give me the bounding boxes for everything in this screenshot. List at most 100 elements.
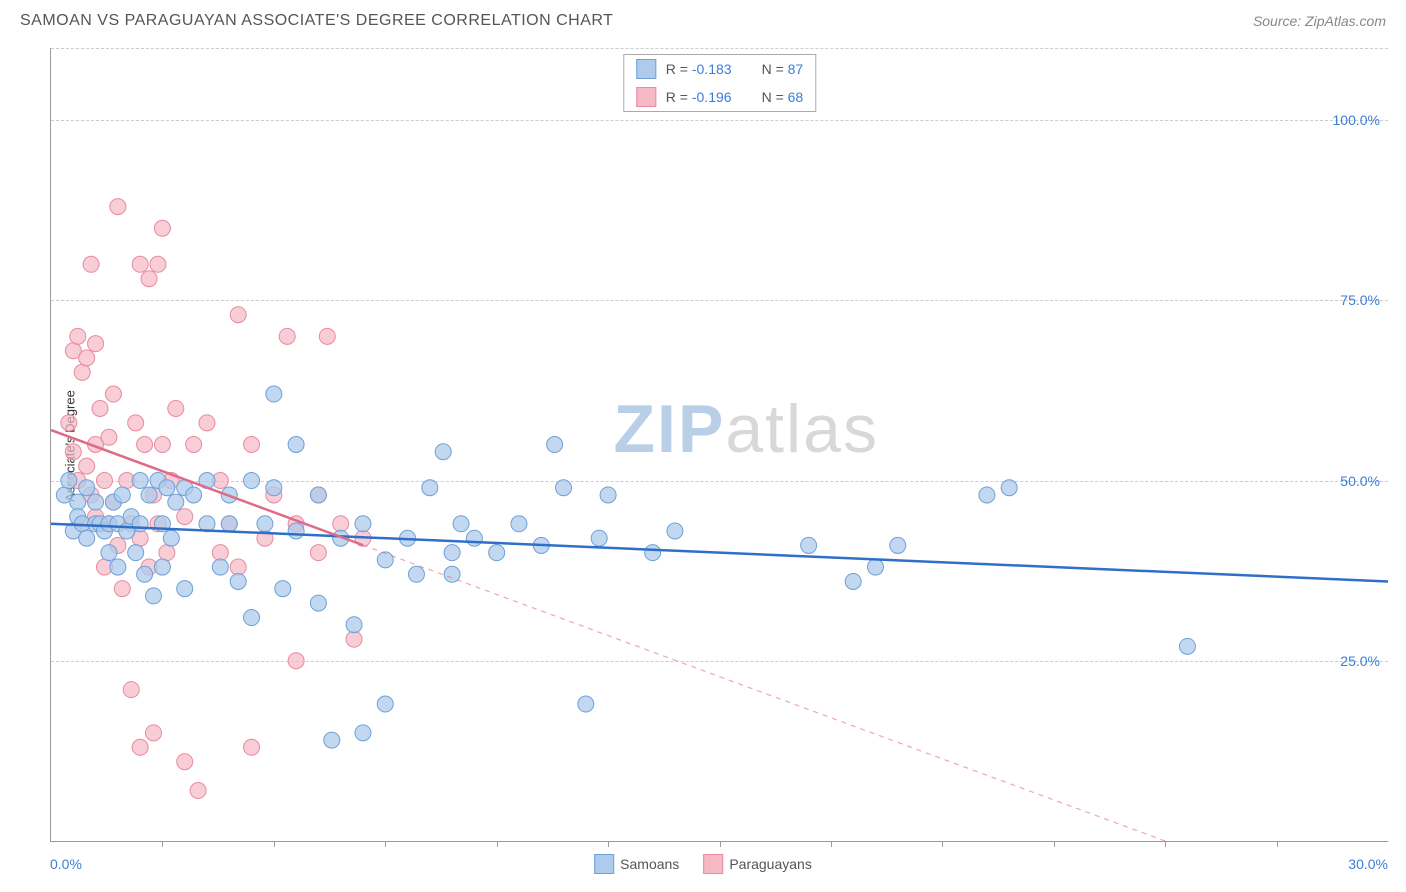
legend-n-value: 87: [788, 61, 804, 77]
scatter-point-samoans: [547, 437, 563, 453]
x-axis-min-label: 0.0%: [50, 856, 82, 872]
correlation-legend-row: R = -0.196N = 68: [624, 83, 815, 111]
scatter-point-samoans: [489, 545, 505, 561]
scatter-point-samoans: [801, 537, 817, 553]
scatter-point-samoans: [578, 696, 594, 712]
scatter-point-samoans: [1179, 638, 1195, 654]
scatter-point-paraguayans: [230, 559, 246, 575]
scatter-point-paraguayans: [346, 631, 362, 647]
scatter-point-samoans: [257, 516, 273, 532]
scatter-point-paraguayans: [74, 364, 90, 380]
scatter-point-samoans: [377, 552, 393, 568]
scatter-point-paraguayans: [79, 458, 95, 474]
scatter-point-samoans: [266, 480, 282, 496]
scatter-point-paraguayans: [110, 199, 126, 215]
scatter-point-samoans: [221, 516, 237, 532]
scatter-point-paraguayans: [65, 444, 81, 460]
legend-n-label: N = 87: [762, 61, 804, 77]
series-legend-label: Samoans: [620, 856, 679, 872]
scatter-point-samoans: [355, 725, 371, 741]
scatter-point-samoans: [275, 581, 291, 597]
scatter-point-samoans: [408, 566, 424, 582]
scatter-point-paraguayans: [88, 336, 104, 352]
scatter-point-paraguayans: [92, 400, 108, 416]
scatter-point-paraguayans: [146, 725, 162, 741]
legend-swatch: [594, 854, 614, 874]
legend-r-value: -0.183: [692, 61, 732, 77]
scatter-point-samoans: [1001, 480, 1017, 496]
scatter-point-samoans: [453, 516, 469, 532]
scatter-point-samoans: [355, 516, 371, 532]
scatter-point-samoans: [979, 487, 995, 503]
scatter-point-samoans: [591, 530, 607, 546]
legend-r-value: -0.196: [692, 89, 732, 105]
scatter-point-paraguayans: [114, 581, 130, 597]
scatter-point-samoans: [128, 545, 144, 561]
scatter-point-paraguayans: [244, 437, 260, 453]
scatter-point-paraguayans: [83, 256, 99, 272]
scatter-point-paraguayans: [137, 437, 153, 453]
scatter-point-paraguayans: [132, 739, 148, 755]
x-tick: [274, 841, 275, 847]
scatter-point-paraguayans: [150, 256, 166, 272]
scatter-point-samoans: [645, 545, 661, 561]
scatter-point-samoans: [177, 581, 193, 597]
scatter-point-samoans: [556, 480, 572, 496]
correlation-legend-row: R = -0.183N = 87: [624, 55, 815, 83]
scatter-point-paraguayans: [288, 653, 304, 669]
scatter-point-samoans: [310, 487, 326, 503]
legend-n-label: N = 68: [762, 89, 804, 105]
scatter-point-samoans: [88, 494, 104, 510]
scatter-point-paraguayans: [279, 328, 295, 344]
scatter-point-paraguayans: [154, 220, 170, 236]
x-tick: [1054, 841, 1055, 847]
legend-swatch: [636, 59, 656, 79]
scatter-point-samoans: [667, 523, 683, 539]
scatter-point-samoans: [324, 732, 340, 748]
scatter-point-samoans: [212, 559, 228, 575]
scatter-point-samoans: [70, 494, 86, 510]
scatter-point-paraguayans: [212, 545, 228, 561]
scatter-point-samoans: [61, 473, 77, 489]
scatter-point-paraguayans: [96, 473, 112, 489]
x-tick: [1165, 841, 1166, 847]
scatter-point-samoans: [230, 573, 246, 589]
scatter-point-samoans: [288, 523, 304, 539]
scatter-point-samoans: [146, 588, 162, 604]
x-axis-max-label: 30.0%: [1348, 856, 1388, 872]
series-legend-label: Paraguayans: [729, 856, 812, 872]
scatter-point-paraguayans: [159, 545, 175, 561]
series-legend-item: Paraguayans: [703, 854, 812, 874]
x-tick: [608, 841, 609, 847]
scatter-point-samoans: [600, 487, 616, 503]
scatter-point-samoans: [444, 545, 460, 561]
scatter-point-samoans: [159, 480, 175, 496]
trendline-samoans: [51, 524, 1388, 582]
scatter-point-samoans: [244, 610, 260, 626]
scatter-point-paraguayans: [333, 516, 349, 532]
scatter-point-paraguayans: [190, 783, 206, 799]
scatter-point-samoans: [845, 573, 861, 589]
scatter-point-paraguayans: [79, 350, 95, 366]
scatter-point-samoans: [466, 530, 482, 546]
scatter-point-samoans: [114, 487, 130, 503]
correlation-legend: R = -0.183N = 87R = -0.196N = 68: [623, 54, 816, 112]
chart-header: SAMOAN VS PARAGUAYAN ASSOCIATE'S DEGREE …: [0, 0, 1406, 38]
x-tick: [942, 841, 943, 847]
scatter-point-paraguayans: [141, 271, 157, 287]
series-legend-item: Samoans: [594, 854, 679, 874]
scatter-point-samoans: [377, 696, 393, 712]
scatter-point-paraguayans: [310, 545, 326, 561]
scatter-point-paraguayans: [123, 682, 139, 698]
chart-plot-area: ZIPatlas R = -0.183N = 87R = -0.196N = 6…: [50, 48, 1388, 842]
scatter-point-paraguayans: [70, 328, 86, 344]
legend-swatch: [636, 87, 656, 107]
scatter-point-samoans: [132, 516, 148, 532]
scatter-point-samoans: [110, 559, 126, 575]
series-legend: Samoans Paraguayans: [594, 854, 812, 874]
scatter-point-paraguayans: [186, 437, 202, 453]
scatter-point-samoans: [168, 494, 184, 510]
trendline-dashed-paraguayans: [363, 545, 1165, 841]
scatter-point-paraguayans: [177, 509, 193, 525]
scatter-svg: [51, 48, 1388, 841]
